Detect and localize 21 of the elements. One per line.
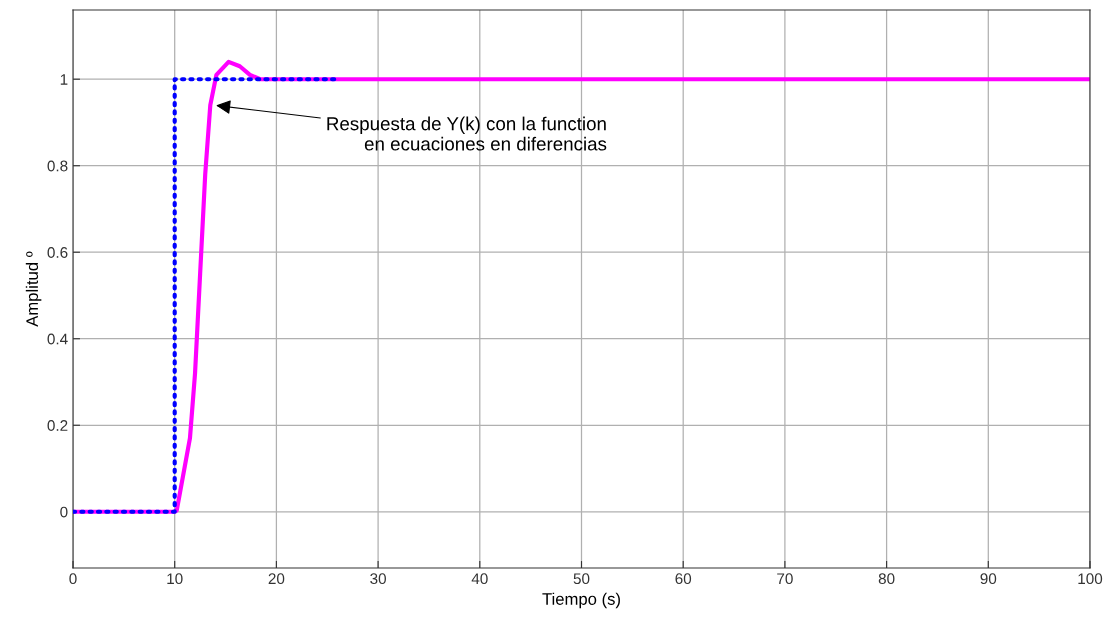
- y-tick-label: 0.4: [47, 333, 68, 345]
- x-axis-title: Tiempo (s): [542, 592, 620, 609]
- line-series: [73, 59, 1090, 514]
- x-tick-label: 80: [878, 573, 895, 585]
- y-tick-label: 0.2: [47, 420, 68, 431]
- x-tick-label: 20: [268, 573, 285, 585]
- annotation: Respuesta de Y(k) con la function en ecuaciones en diferencias: [327, 116, 607, 151]
- x-tick-label: 40: [471, 573, 488, 585]
- x-tick-label: 90: [980, 573, 997, 585]
- y-tick-label: 0.8: [47, 160, 68, 172]
- y-tick-label: 0.6: [47, 247, 68, 258]
- y-axis-title: Amplitud º: [25, 251, 42, 327]
- x-tick-label: 50: [573, 573, 590, 585]
- x-tick-label: 100: [1078, 573, 1103, 585]
- y-tick-label: 0: [60, 506, 68, 518]
- x-tick-label: 10: [167, 573, 183, 585]
- x-tick-label: 70: [777, 573, 793, 585]
- x-tick-label: 30: [370, 573, 386, 585]
- y-tick-label: 1: [60, 74, 68, 85]
- x-tick-label: 0: [69, 573, 77, 585]
- x-tick-label: 60: [675, 573, 692, 585]
